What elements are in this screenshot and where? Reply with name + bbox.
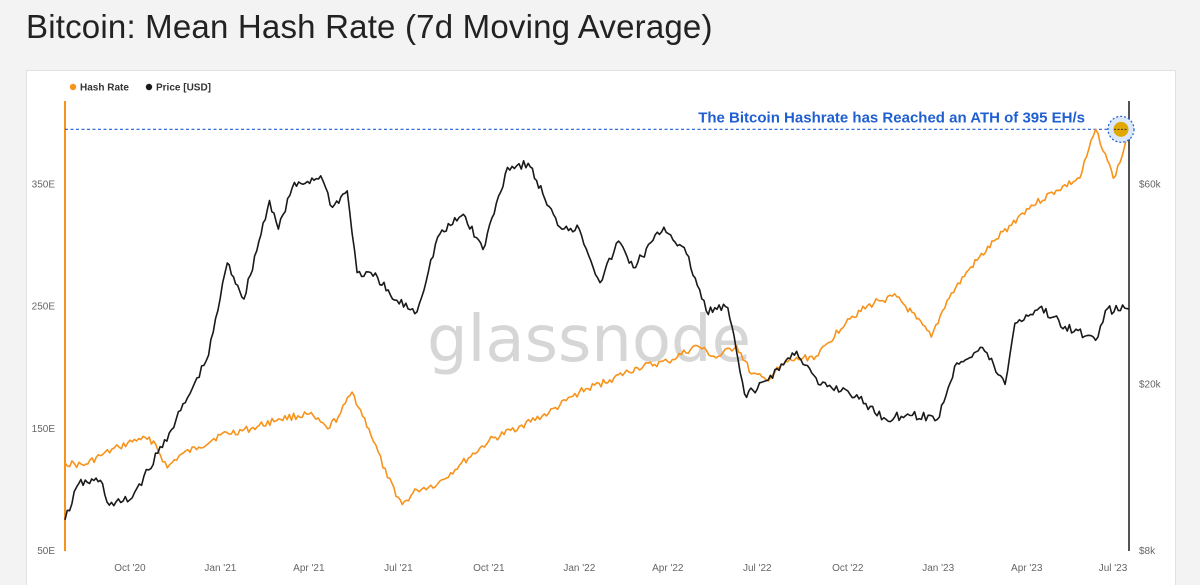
page-title: Bitcoin: Mean Hash Rate (7d Moving Avera… bbox=[26, 8, 713, 45]
price-line bbox=[64, 160, 1130, 520]
right-tick-label: $60k bbox=[1139, 180, 1162, 191]
watermark: glassnode bbox=[427, 303, 751, 377]
x-tick-label: Jan '22 bbox=[563, 563, 595, 574]
hash-rate-line bbox=[64, 128, 1130, 506]
left-tick-label: 50E bbox=[37, 546, 55, 557]
x-tick-label: Jul '23 bbox=[1099, 563, 1128, 574]
x-tick-label: Jan '23 bbox=[922, 563, 954, 574]
chart-card: Hash Rate Price [USD] glassnode Oct '20 Ja… bbox=[26, 70, 1176, 585]
right-tick-label: $20k bbox=[1139, 379, 1162, 390]
x-tick-label: Oct '22 bbox=[832, 563, 864, 574]
x-tick-label: Jan '21 bbox=[204, 563, 236, 574]
left-tick-label: 350E bbox=[32, 179, 56, 190]
x-tick-label: Jul '22 bbox=[743, 563, 772, 574]
legend-swatch bbox=[145, 83, 153, 91]
x-tick-label: Jul '21 bbox=[384, 563, 413, 574]
legend-entry[interactable]: Hash Rate bbox=[69, 83, 130, 94]
x-tick-label: Apr '23 bbox=[1011, 563, 1043, 574]
legend: Hash Rate Price [USD] bbox=[69, 83, 211, 94]
right-tick-label: $8k bbox=[1139, 546, 1156, 557]
tick-labels: Oct '20 Jan '21 Apr '21 Jul '21 Oct '21 Jan '… bbox=[32, 179, 1162, 574]
x-tick-label: Apr '22 bbox=[652, 563, 684, 574]
series-layer bbox=[64, 128, 1130, 520]
x-tick-label: Oct '20 bbox=[114, 563, 146, 574]
left-tick-label: 250E bbox=[32, 302, 56, 313]
x-tick-label: Oct '21 bbox=[473, 563, 505, 574]
axes bbox=[64, 101, 1130, 551]
legend-swatch bbox=[69, 83, 77, 91]
hash-rate-chart: Hash Rate Price [USD] glassnode Oct '20 Ja… bbox=[32, 83, 1162, 575]
ath-annotation: The Bitcoin Hashrate has Reached an ATH … bbox=[698, 109, 1085, 126]
left-tick-label: 150E bbox=[32, 424, 56, 435]
marker-layer bbox=[1107, 115, 1135, 143]
x-tick-label: Apr '21 bbox=[293, 563, 325, 574]
legend-label: Price [USD] bbox=[156, 83, 211, 94]
ath-marker bbox=[1107, 115, 1135, 143]
annotation-layer: The Bitcoin Hashrate has Reached an ATH … bbox=[65, 109, 1121, 130]
legend-entry[interactable]: Price [USD] bbox=[145, 83, 211, 94]
legend-label: Hash Rate bbox=[80, 83, 129, 94]
